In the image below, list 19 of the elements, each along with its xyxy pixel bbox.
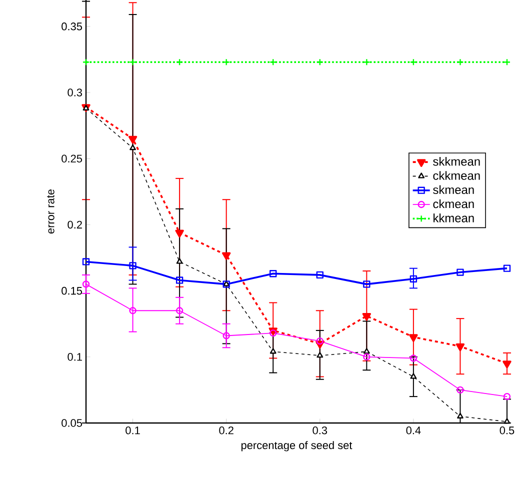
legend-label: ckmean xyxy=(433,199,474,208)
x-tick-label: 0.2 xyxy=(219,426,234,434)
x-tick-label: 0.4 xyxy=(406,426,421,434)
y-tick-label: 0.2 xyxy=(68,220,82,229)
y-axis-title: error rate xyxy=(47,189,54,234)
x-tick-label: 0.5 xyxy=(500,426,514,434)
y-tick-label: 0.1 xyxy=(68,353,82,361)
x-axis-title: percentage of seed set xyxy=(241,441,352,452)
y-tick-label: 0.15 xyxy=(62,286,82,295)
legend-label: skmean xyxy=(433,185,474,194)
legend-label: skkmean xyxy=(433,156,480,166)
y-tick-label: 0.25 xyxy=(62,154,82,162)
y-tick-label: 0.35 xyxy=(62,22,82,30)
x-tick-label: 0.1 xyxy=(126,426,140,434)
legend-label: ckkmean xyxy=(433,171,480,180)
legend-label: kkmean xyxy=(434,214,474,222)
x-tick-label: 0.3 xyxy=(312,426,328,434)
y-tick-label: 0.3 xyxy=(68,88,82,96)
y-tick-label: 0.05 xyxy=(62,419,82,427)
